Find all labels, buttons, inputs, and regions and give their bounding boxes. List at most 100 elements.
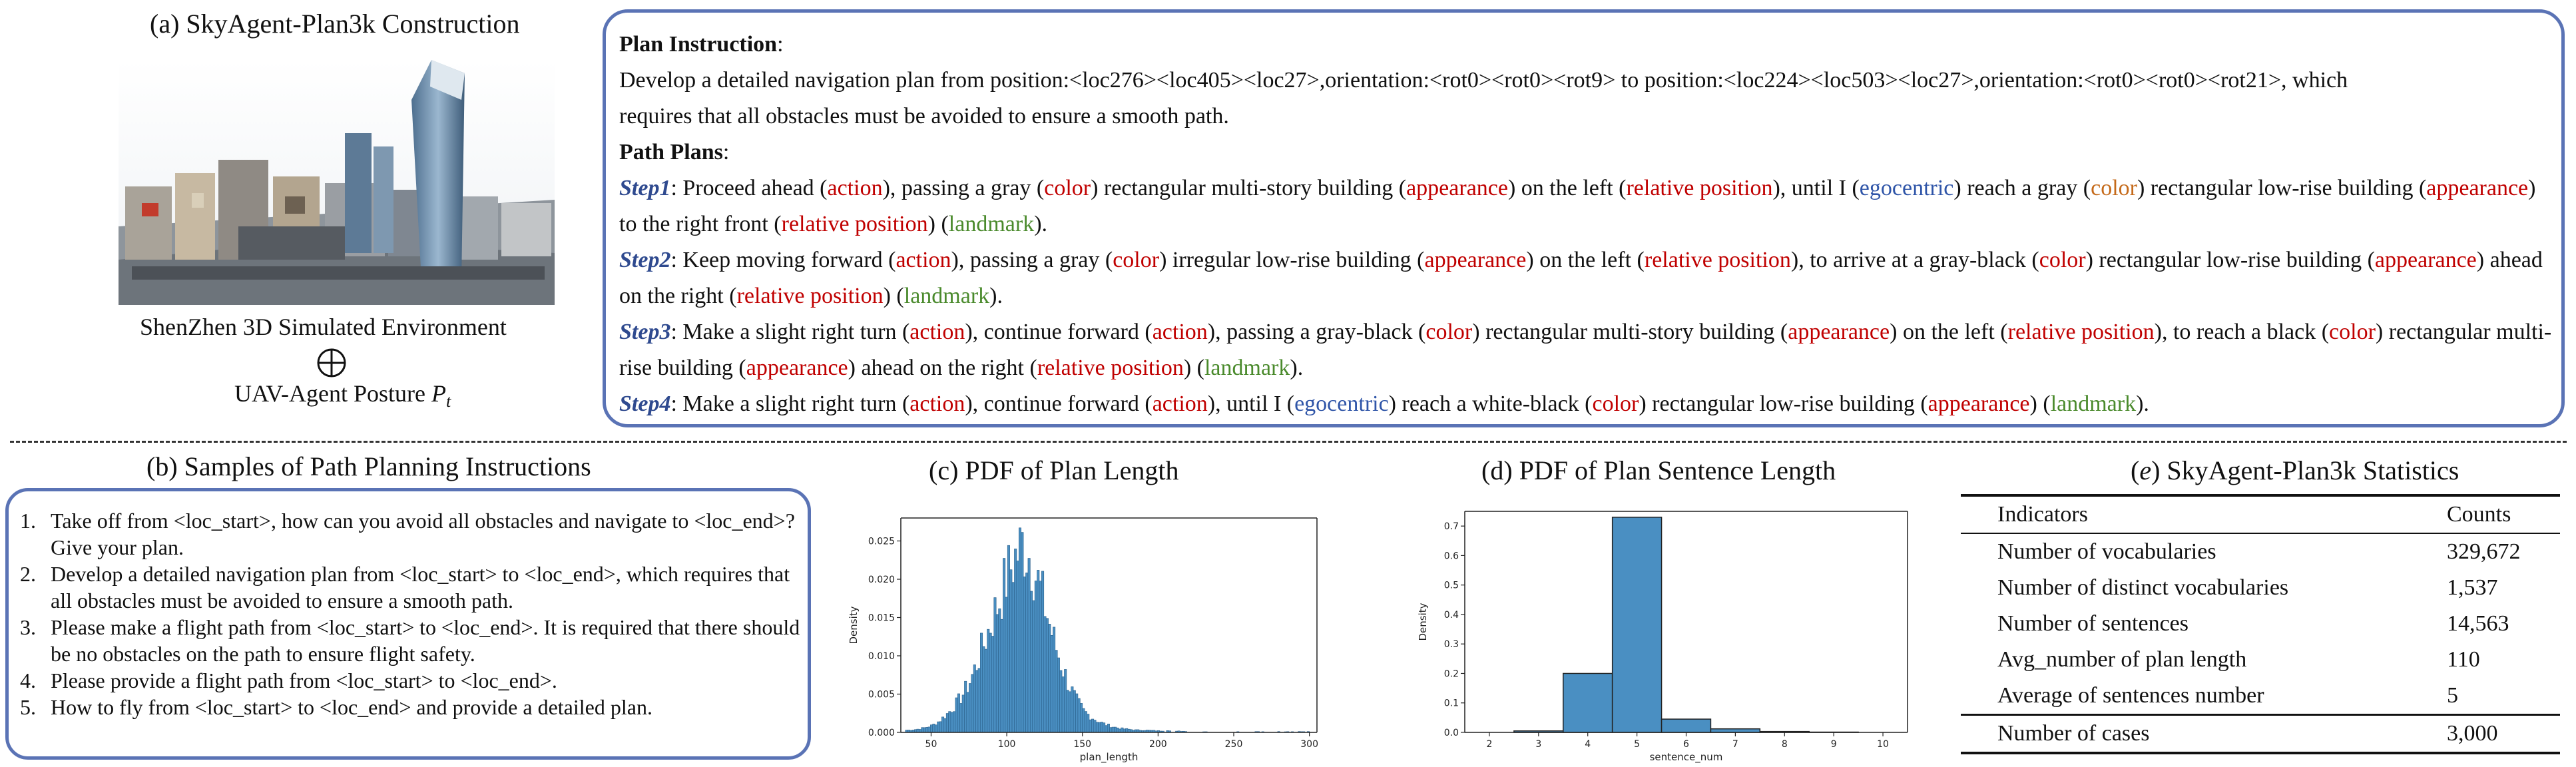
histogram-bar	[948, 711, 951, 733]
histogram-bar	[971, 674, 974, 733]
histogram-bar	[1071, 686, 1074, 733]
x-tick-label: 6	[1683, 739, 1689, 750]
list-item: 2. Develop a detailed navigation plan fro…	[20, 562, 790, 613]
histogram-bar	[1061, 676, 1065, 733]
annotation-tag: appearance	[1788, 320, 1890, 344]
list-item: 3. Please make a flight path from <loc_st…	[20, 615, 800, 666]
histogram-bar	[1068, 691, 1071, 733]
histogram-bar	[1032, 600, 1035, 733]
section-b-title: (b) Samples of Path Planning Instruction…	[146, 451, 591, 481]
histogram-bar	[1039, 581, 1042, 733]
histogram-bar	[930, 724, 933, 733]
annotation-tag: landmark	[1204, 356, 1290, 380]
histogram-bar	[937, 721, 940, 733]
annotation-tag: relative position	[1626, 176, 1773, 200]
y-tick-label: 0.010	[868, 651, 895, 662]
histogram-bar	[1105, 725, 1108, 733]
histogram-bar	[1109, 727, 1113, 733]
x-tick-label: 10	[1877, 739, 1889, 750]
histogram-bar	[921, 727, 924, 733]
direct-sum-icon	[317, 348, 346, 378]
histogram-bar	[953, 711, 956, 733]
histogram-bar	[959, 703, 963, 733]
histogram-bar	[950, 712, 953, 733]
histogram-bar	[1091, 718, 1095, 733]
histogram-bar	[1107, 724, 1110, 733]
posture-symbol: P	[431, 380, 447, 407]
x-tick-label: 5	[1634, 739, 1640, 750]
histogram-bar	[1114, 726, 1117, 733]
histogram-bar	[1082, 708, 1085, 733]
histogram-bar	[1103, 722, 1106, 733]
statistics-table: Indicators Counts Number of vocabularies…	[1961, 494, 2560, 754]
annotation-tag: color	[1592, 391, 1639, 416]
histogram-bar	[1100, 722, 1103, 733]
histogram-bar	[955, 697, 958, 733]
environment-label: ShenZhen 3D Simulated Environment	[140, 314, 507, 340]
histogram-bar	[1563, 672, 1613, 733]
histogram-bar	[1043, 616, 1047, 733]
y-tick-label: 0.3	[1444, 639, 1459, 650]
histogram-bar	[977, 668, 981, 733]
x-axis-label: plan_length	[1080, 751, 1139, 764]
histogram-bar	[973, 664, 976, 733]
dashed-divider	[10, 441, 2567, 443]
histogram-bar	[957, 693, 960, 733]
histogram-bar	[1089, 719, 1092, 733]
annotation-tag: action	[1152, 391, 1208, 416]
y-tick-label: 0.2	[1444, 668, 1459, 679]
y-tick-label: 0.7	[1444, 521, 1459, 532]
list-item: 1. Take off from <loc_start>, how can you…	[20, 509, 795, 559]
histogram-bar	[1050, 635, 1053, 733]
histogram-bar	[1710, 728, 1761, 733]
histogram-bar	[1121, 727, 1124, 733]
histogram-bar	[945, 713, 949, 733]
x-tick-label: 8	[1782, 739, 1788, 750]
histogram-bar	[1080, 703, 1083, 733]
x-axis-label: sentence_num	[1650, 751, 1723, 764]
annotation-tag: appearance	[746, 356, 848, 380]
table-header-row: Indicators Counts	[1961, 495, 2560, 533]
column-header-indicators: Indicators	[1997, 502, 2088, 527]
histogram-bar	[1087, 714, 1090, 733]
histogram-bar	[987, 629, 990, 733]
annotation-tag: appearance	[1928, 391, 2030, 416]
histogram-bar	[1125, 728, 1129, 733]
histogram-bar	[1053, 627, 1056, 733]
posture-subscript: t	[446, 391, 451, 411]
annotation-tag: color	[2039, 248, 2086, 272]
histogram-bar	[1066, 690, 1069, 733]
histogram-bar	[1041, 571, 1045, 733]
plan-box	[603, 9, 2565, 427]
histogram-bar	[1055, 650, 1058, 733]
annotation-tag: relative position	[1644, 248, 1791, 272]
y-tick-label: 0.0	[1444, 728, 1459, 738]
plans-heading: Path Plans	[619, 140, 723, 164]
histogram-bar	[1123, 728, 1126, 733]
histogram-bar	[1116, 727, 1119, 733]
samples-box	[5, 488, 811, 760]
histogram-bar	[993, 597, 997, 733]
annotation-tag: appearance	[2426, 176, 2529, 200]
samples-list: 1. Take off from <loc_start>, how can you…	[20, 507, 809, 720]
y-tick-label: 0.020	[868, 575, 895, 585]
histogram-bar	[1064, 669, 1067, 733]
x-tick-label: 50	[925, 739, 937, 750]
annotation-tag: color	[1044, 176, 1091, 200]
table-row: Number of sentences 14,563	[1997, 611, 2509, 636]
instruction-heading: Plan Instruction	[619, 32, 778, 57]
histogram-bar	[968, 683, 971, 733]
section-a-title: (a) SkyAgent-Plan3k Construction	[150, 9, 520, 39]
y-tick-label: 0.1	[1444, 698, 1459, 709]
histogram-bar	[1111, 726, 1115, 733]
histogram-bar	[975, 670, 979, 733]
y-tick-label: 0.025	[868, 537, 895, 547]
y-tick-label: 0.4	[1444, 610, 1459, 621]
histogram-bar	[1034, 581, 1037, 733]
histogram-bar	[1005, 597, 1008, 733]
path-plan-step: Step4: Make a slight right turn (action)…	[619, 391, 2149, 416]
histogram-bar	[1000, 619, 1003, 733]
histogram-bar	[1077, 698, 1081, 733]
x-tick-label: 150	[1073, 739, 1091, 750]
histogram-bar	[1048, 624, 1051, 733]
